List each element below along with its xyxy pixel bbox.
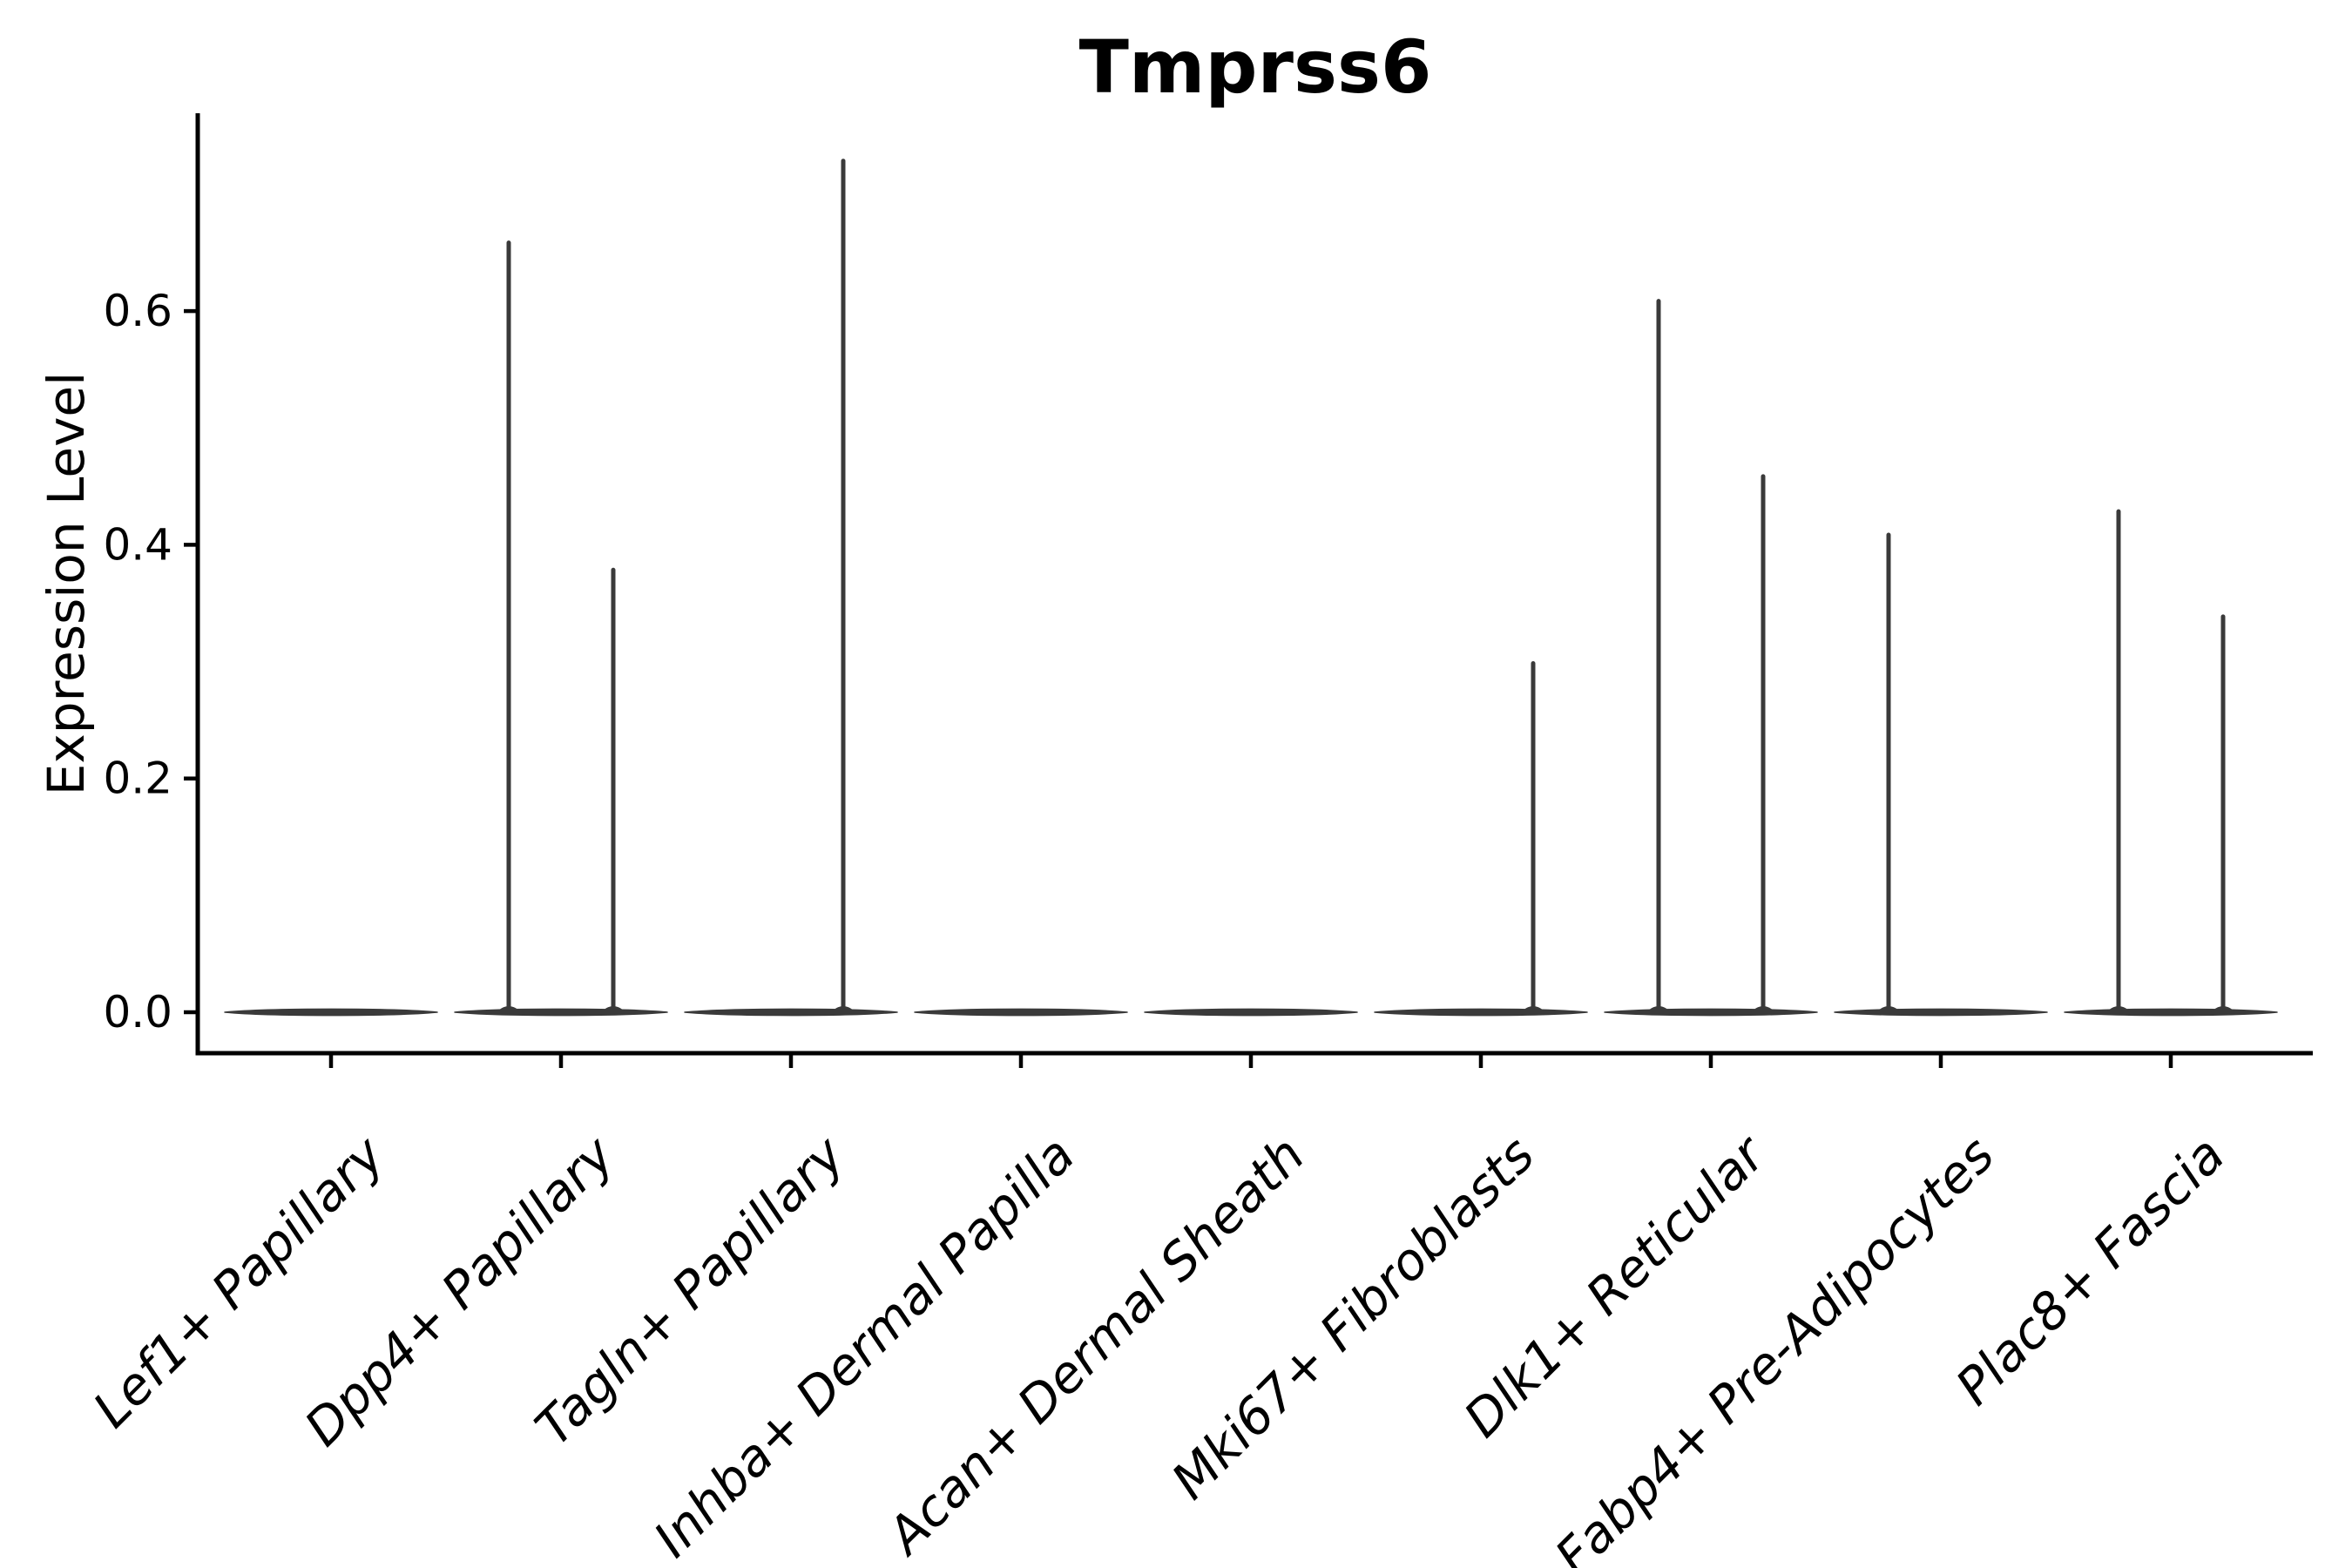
violin-base (1144, 1008, 1358, 1017)
violin-base (1834, 1008, 2048, 1017)
y-axis-ticks: 0.0 0.2 0.4 0.6 (103, 286, 198, 1037)
violin-base (454, 1008, 668, 1017)
y-axis-label: Expression Level (37, 372, 96, 795)
violin-base (914, 1008, 1128, 1017)
y-tick-label: 0.2 (103, 754, 172, 804)
chart-title: Tmprss6 (1079, 24, 1432, 110)
violin-base (1604, 1008, 1818, 1017)
violin-base (1374, 1008, 1588, 1017)
violin-base (684, 1008, 898, 1017)
y-tick-label: 0.6 (103, 286, 172, 336)
y-tick-label: 0.0 (103, 987, 172, 1037)
y-tick-label: 0.4 (103, 519, 172, 570)
violin-base (2064, 1008, 2278, 1017)
violins (224, 159, 2278, 1017)
x-axis-ticks (328, 1053, 2173, 1068)
violin-base (224, 1008, 438, 1017)
